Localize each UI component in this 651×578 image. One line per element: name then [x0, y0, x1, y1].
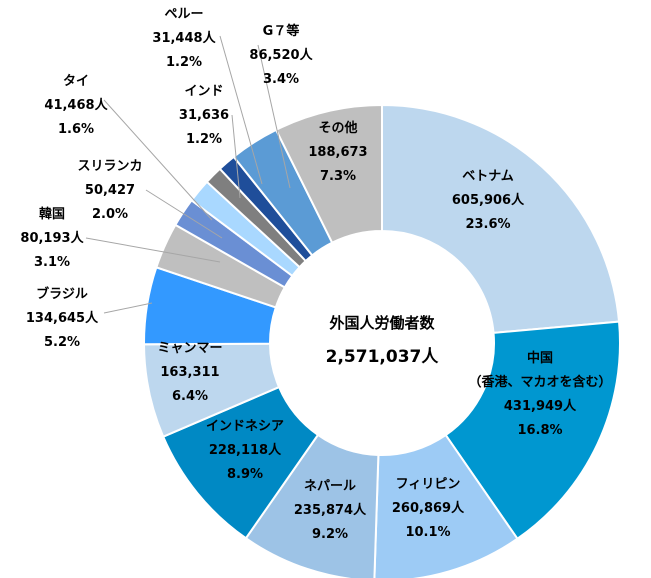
slice-label-11-pct_label: 1.2% [166, 55, 202, 70]
slice-label-6-name: ブラジル [36, 286, 88, 302]
leader-line-8 [145, 189, 223, 239]
slice-label-3-name: ネパール [304, 479, 356, 494]
slice-13 [274, 103, 383, 245]
slice-label-1-pct_label: 16.8% [517, 423, 562, 438]
slice-1 [444, 320, 621, 541]
slice-label-8-name: スリランカ [77, 159, 142, 174]
slice-label-11-name: ペルー [164, 7, 203, 22]
slice-label-6-value_label: 134,645人 [26, 310, 99, 326]
slice-label-10-name: インド [184, 84, 223, 99]
slice-label-5-name: ミャンマー [157, 341, 222, 356]
leader-line-11 [219, 35, 263, 185]
leader-lines [85, 35, 291, 314]
slice-label-7-pct_label: 3.1% [34, 255, 70, 270]
leader-line-9 [103, 99, 213, 221]
slice-0 [381, 103, 621, 335]
slice-label-0-name: ベトナム [462, 169, 514, 184]
leader-line-6 [103, 302, 153, 314]
slice-label-10-value_label: 31,636 [179, 108, 229, 123]
slice-label-8-value_label: 50,427 [85, 183, 135, 198]
slice-label-7-name: 韓国 [39, 206, 65, 222]
slice-label-12-name: G７等 [263, 23, 300, 39]
slice-2 [373, 433, 519, 578]
center-total: 2,571,037人 [326, 347, 440, 367]
slice-label-1-value_label: 431,949人 [504, 398, 577, 414]
slice-label-7-value_label: 80,193人 [20, 230, 84, 246]
slice-label-4-name: インドネシア [206, 419, 284, 434]
donut-slices [142, 103, 621, 578]
slice-label-3-value_label: 235,874人 [294, 502, 367, 518]
slice-label-10-pct_label: 1.2% [186, 132, 222, 147]
slice-label-2-value_label: 260,869人 [392, 500, 465, 516]
slice-label-4-pct_label: 8.9% [227, 467, 263, 482]
slice-labels: ベトナム 605,906人 23.6% 中国 （香港、マカオを含む） 431,949人 16… [20, 7, 611, 542]
slice-label-3-pct_label: 9.2% [312, 527, 348, 542]
slice-label-0-value_label: 605,906人 [452, 192, 525, 208]
slice-label-13-pct_label: 7.3% [320, 169, 356, 184]
slice-label-9-name: タイ [63, 74, 89, 89]
slice-label-12-pct_label: 3.4% [263, 72, 299, 87]
slice-label-11-value_label: 31,448人 [152, 30, 216, 46]
slice-label-12-value_label: 86,520人 [249, 47, 313, 63]
slice-label-1-sub: （香港、マカオを含む） [468, 374, 611, 390]
leader-line-10 [231, 114, 241, 199]
slice-label-4-value_label: 228,118人 [209, 442, 282, 458]
slice-label-13-value_label: 188,673 [308, 145, 367, 160]
leader-line-7 [85, 237, 221, 263]
leader-line-12 [257, 44, 291, 189]
slice-label-0-pct_label: 23.6% [465, 217, 510, 232]
center-title: 外国人労働者数 [328, 314, 435, 332]
slice-label-1-name: 中国 [527, 350, 553, 366]
slice-label-9-pct_label: 1.6% [58, 122, 94, 137]
slice-label-6-pct_label: 5.2% [44, 335, 80, 350]
slice-label-2-name: フィリピン [396, 477, 461, 492]
slice-label-13-name: その他 [318, 120, 357, 136]
slice-label-5-pct_label: 6.4% [172, 389, 208, 404]
slice-label-2-pct_label: 10.1% [405, 525, 450, 540]
slice-label-9-value_label: 41,468人 [44, 97, 108, 113]
slice-label-5-value_label: 163,311 [160, 365, 219, 380]
slice-label-8-pct_label: 2.0% [92, 207, 128, 222]
